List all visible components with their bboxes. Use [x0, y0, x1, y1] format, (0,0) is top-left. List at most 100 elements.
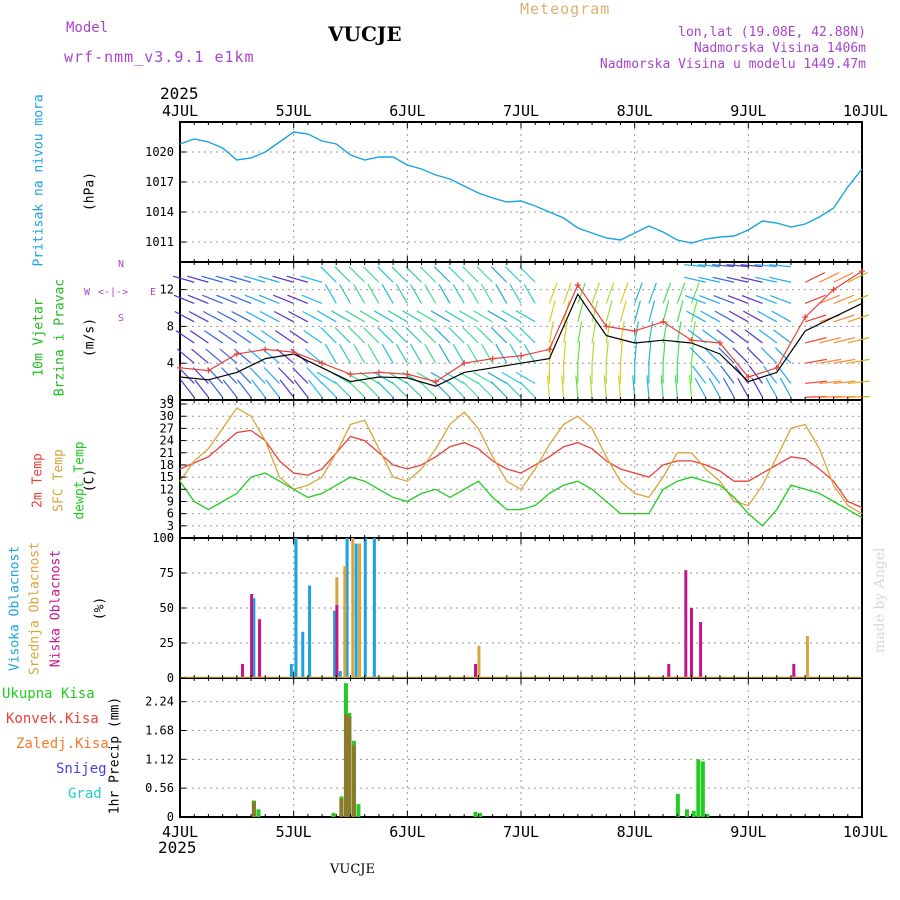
wind-arrow: [683, 264, 706, 268]
wind-arrow: [286, 275, 309, 283]
wind-arrow: [515, 310, 536, 323]
wind-arrow: [373, 310, 394, 323]
wind-arrow: [178, 367, 195, 384]
wind-arrow: [416, 371, 437, 384]
y-tick-label: 25: [160, 636, 174, 650]
wind-arrow: [245, 310, 266, 323]
wind-arrow: [217, 310, 238, 323]
wind-arrow: [279, 379, 295, 398]
wind-arrow: [619, 341, 623, 364]
wind-arrow: [174, 310, 195, 323]
compass-e: E: [150, 287, 157, 298]
wind-arrow: [648, 341, 652, 364]
wind-arrow: [391, 326, 408, 344]
y-tick-label: 6: [167, 507, 174, 521]
y-tick-label: 2.24: [145, 695, 174, 709]
wind-arrow: [505, 381, 522, 398]
wind-arrow: [698, 276, 721, 283]
wind-arrow: [771, 310, 792, 323]
wind-arrow: [515, 371, 536, 384]
cloud-low-bar: [667, 664, 671, 678]
wind-arrow: [760, 347, 778, 364]
cloud-high-bar: [289, 664, 293, 678]
wind-arrow: [755, 294, 777, 304]
wind-arrow: [316, 371, 337, 384]
y-tick-label: 0: [167, 810, 174, 824]
wind-arrow: [548, 321, 554, 344]
wind-gust-marker: [660, 318, 667, 325]
wind-arrow: [232, 330, 252, 344]
date-tick-label-top: 4JUL: [162, 102, 198, 120]
wind-arrow: [188, 310, 209, 323]
wind-arrow: [353, 343, 366, 364]
wind-gust-marker: [205, 367, 212, 374]
wind-arrow: [231, 310, 252, 323]
watermark: made by Angel: [872, 547, 888, 654]
model-altitude-label: Nadmorska Visina u modelu 1449.47m: [599, 57, 866, 72]
wind-arrow: [847, 272, 868, 283]
wind-arrow: [348, 266, 366, 283]
wind-arrow: [563, 341, 567, 364]
wind-arrow: [260, 330, 280, 344]
wind-arrow: [741, 294, 763, 304]
wind-arrow: [218, 330, 238, 344]
wind-arrow: [605, 321, 611, 344]
year-top: 2025: [160, 84, 199, 103]
y-tick-label: 1.12: [145, 752, 174, 766]
wind-gust-marker: [773, 364, 780, 371]
wind-arrow: [591, 282, 601, 304]
cloud-low-bar: [684, 570, 688, 678]
wind-arrow: [438, 343, 451, 364]
wind-title-1: 10m Vjetar: [31, 298, 47, 377]
cloud-mid-bar: [477, 645, 481, 678]
wind-arrow: [473, 371, 493, 384]
wind-arrow: [334, 381, 351, 398]
wind-arrow: [476, 266, 494, 283]
cloud-low-bar: [474, 664, 478, 678]
y-tick-label: 12: [160, 482, 174, 496]
wind-arrow: [405, 381, 422, 398]
date-tick-label-top: 9JUL: [730, 102, 766, 120]
date-tick-label-top: 8JUL: [617, 102, 653, 120]
wind-arrow: [684, 276, 706, 283]
wind-arrow: [331, 310, 351, 323]
meteogram-title: Meteogram: [520, 0, 611, 18]
wind-arrow: [819, 272, 840, 283]
compass-s: S: [118, 313, 125, 324]
wind-gust-marker: [432, 378, 439, 385]
precip-conv-bar: [343, 714, 348, 817]
wind-arrow: [805, 380, 828, 385]
wind-arrow: [561, 375, 565, 398]
gridlines: [180, 122, 862, 817]
wind-arrow: [288, 310, 309, 323]
precip-total-bar: [331, 812, 336, 817]
wind-arrow: [804, 272, 826, 283]
date-tick-label-bottom: 10JUL: [843, 823, 888, 841]
wind-arrow: [452, 343, 465, 364]
wind-arrow: [300, 275, 323, 283]
wind-arrow: [751, 377, 764, 398]
cloud-low-bar: [699, 622, 703, 678]
wind-arrow: [519, 266, 536, 283]
wind-arrow: [410, 343, 423, 364]
wind-gust-marker: [859, 268, 865, 275]
wind-arrow: [505, 266, 522, 283]
wind-arrow: [662, 282, 672, 304]
wind-arrow: [334, 266, 351, 283]
wind-arrow: [509, 343, 522, 364]
y-tick-label: 8: [167, 319, 174, 333]
wind-gust-marker: [404, 371, 411, 378]
wind-arrow: [732, 347, 749, 364]
cloud-high-bar: [333, 610, 337, 678]
cloud-mid-bar: [805, 636, 809, 678]
y-tick-label: 75: [160, 566, 174, 580]
wind-arrow: [591, 321, 597, 344]
date-tick-label-top: 10JUL: [843, 102, 888, 120]
wind-arrow: [701, 329, 721, 344]
wind-arrow: [219, 348, 238, 364]
wind-arrow: [674, 375, 678, 398]
wind-arrow: [348, 381, 366, 398]
wind-arrow: [293, 379, 309, 398]
wind-arrow: [362, 381, 380, 398]
wind-gust-marker: [347, 371, 354, 378]
